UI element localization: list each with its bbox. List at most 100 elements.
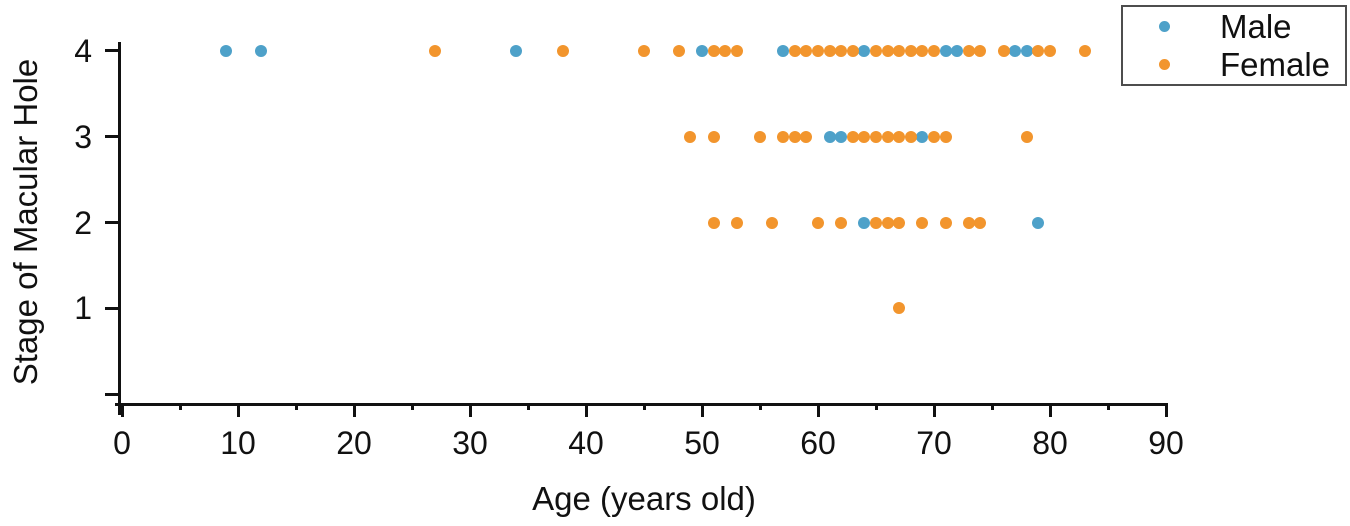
x-tick-major [584, 403, 588, 417]
legend: Male Female [1121, 5, 1347, 86]
data-point-female [707, 44, 720, 57]
data-point-female [788, 44, 801, 57]
data-point-female [870, 44, 882, 57]
x-tick-label: 0 [113, 425, 131, 461]
data-point-female [707, 130, 720, 143]
data-point-male [835, 130, 848, 143]
x-tick-minor [526, 403, 530, 410]
x-tick-label: 30 [452, 425, 488, 461]
y-tick-major [105, 221, 121, 224]
data-point-male [220, 44, 233, 57]
y-tick-major [105, 135, 121, 139]
data-point-male [951, 44, 964, 57]
x-tick-major [1048, 403, 1052, 417]
legend-item-female: Female [1159, 45, 1345, 83]
data-point-female [707, 216, 720, 229]
data-point-male [1020, 44, 1033, 57]
data-point-female [904, 130, 917, 143]
data-point-female [777, 130, 790, 143]
x-tick-label: 80 [1032, 425, 1068, 461]
x-tick-major [120, 403, 124, 417]
data-point-female [858, 130, 871, 143]
data-point-female [1020, 130, 1033, 143]
x-tick-minor [294, 403, 298, 410]
data-point-male [255, 44, 268, 57]
data-point-female [429, 44, 442, 57]
data-point-female [916, 216, 929, 229]
data-point-female [939, 216, 952, 229]
data-point-female [684, 130, 697, 143]
data-point-female [730, 44, 743, 57]
x-axis-line [115, 403, 1168, 406]
female-marker-icon [1159, 59, 1170, 70]
data-point-male [823, 130, 836, 143]
x-tick-major [816, 403, 820, 417]
x-axis-title: Age (years old) [532, 480, 756, 517]
x-tick-minor [874, 403, 878, 410]
data-point-female [754, 130, 766, 143]
data-point-female [812, 216, 824, 229]
data-point-female [939, 130, 952, 143]
y-tick-label: 3 [74, 118, 92, 155]
data-point-female [928, 130, 940, 143]
legend-item-male: Male [1159, 7, 1345, 45]
x-tick-minor [758, 403, 762, 410]
data-point-female [870, 130, 882, 143]
data-point-female [730, 216, 743, 229]
data-point-male [777, 44, 790, 57]
y-axis-line [118, 42, 121, 415]
data-point-female [812, 44, 824, 57]
data-point-female [1032, 44, 1045, 57]
data-point-male [858, 216, 871, 229]
data-point-female [893, 44, 906, 57]
data-point-female [881, 130, 894, 143]
data-point-female [788, 130, 801, 143]
data-point-female [638, 44, 650, 57]
data-point-female [846, 44, 859, 57]
data-point-female [997, 44, 1010, 57]
x-tick-minor [1106, 403, 1110, 410]
x-tick-minor [642, 403, 646, 410]
legend-label-female: Female [1220, 45, 1331, 83]
x-tick-minor [990, 403, 994, 410]
data-point-female [1078, 44, 1091, 57]
x-tick-label: 20 [336, 425, 372, 461]
data-point-female [962, 44, 975, 57]
data-point-female [893, 130, 906, 143]
data-point-female [1044, 44, 1056, 57]
x-tick-major [352, 403, 356, 417]
x-tick-major [236, 403, 240, 417]
y-tick-major [105, 306, 121, 310]
data-point-female [962, 216, 975, 229]
y-tick-unlabeled [105, 392, 121, 396]
data-point-female [800, 130, 813, 143]
x-tick-label: 90 [1148, 425, 1184, 461]
data-point-female [719, 44, 732, 57]
legend-label-male: Male [1220, 7, 1292, 45]
x-tick-label: 70 [916, 425, 952, 461]
data-point-female [893, 216, 906, 229]
data-point-female [556, 44, 569, 57]
y-tick-major [105, 49, 121, 53]
data-point-female [881, 44, 894, 57]
x-tick-minor [178, 403, 182, 410]
x-tick-major [700, 403, 704, 417]
data-point-female [916, 44, 929, 57]
x-tick-major [932, 403, 936, 417]
data-point-female [881, 216, 894, 229]
x-tick-label: 40 [568, 425, 604, 461]
data-point-male [858, 44, 871, 57]
data-point-female [672, 44, 685, 57]
data-point-female [846, 130, 859, 143]
x-tick-minor [410, 403, 414, 410]
data-point-female [893, 302, 906, 315]
data-point-male [696, 44, 708, 57]
data-point-female [974, 216, 987, 229]
data-point-male [939, 44, 952, 57]
data-point-male [510, 44, 523, 57]
x-tick-major [468, 403, 472, 417]
y-tick-label: 4 [74, 32, 92, 69]
male-marker-icon [1159, 21, 1170, 32]
data-point-female [800, 44, 813, 57]
